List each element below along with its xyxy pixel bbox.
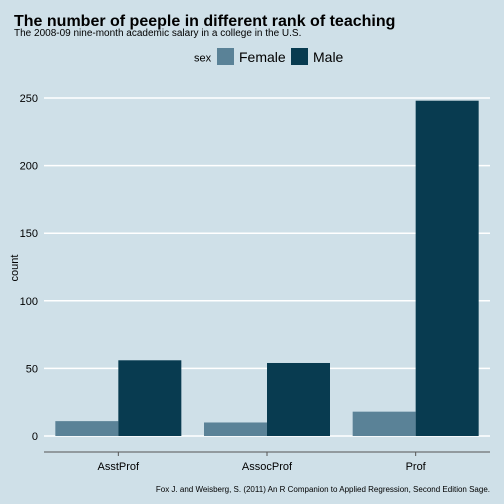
x-axis-ticks: AsstProf AssocProf Prof	[98, 452, 427, 473]
x-tick-label-asstprof: AsstProf	[98, 461, 141, 473]
chart-subtitle: The 2008-09 nine-month academic salary i…	[14, 28, 301, 39]
x-tick-label-assocprof: AssocProf	[242, 461, 293, 473]
y-axis-ticks: 0 50 100 150 200 250	[20, 93, 38, 443]
y-tick-label-200: 200	[20, 161, 38, 173]
legend-key-male	[291, 48, 308, 65]
legend-label-male: Male	[313, 49, 344, 65]
y-tick-label-0: 0	[32, 431, 38, 443]
legend-label-female: Female	[239, 49, 286, 65]
y-tick-label-150: 150	[20, 228, 38, 240]
y-tick-label-50: 50	[26, 363, 38, 375]
bar-male-asstprof	[118, 360, 182, 436]
x-tick-label-prof: Prof	[406, 461, 427, 473]
bar-female-assocprof	[204, 422, 267, 436]
y-tick-label-250: 250	[20, 93, 38, 105]
chart-title: The number of peeple in different rank o…	[14, 13, 395, 30]
bars	[55, 100, 479, 436]
legend-title: sex	[194, 53, 212, 65]
bar-male-assocprof	[267, 362, 330, 436]
legend: sex Female Male	[194, 48, 344, 65]
y-tick-label-100: 100	[20, 296, 38, 308]
y-axis-title: count	[9, 255, 21, 282]
chart-caption: Fox J. and Weisberg, S. (2011) An R Comp…	[156, 485, 490, 494]
bar-female-prof	[352, 411, 416, 436]
bar-male-prof	[415, 100, 479, 436]
bar-female-asstprof	[55, 421, 119, 436]
legend-key-female	[217, 48, 234, 65]
